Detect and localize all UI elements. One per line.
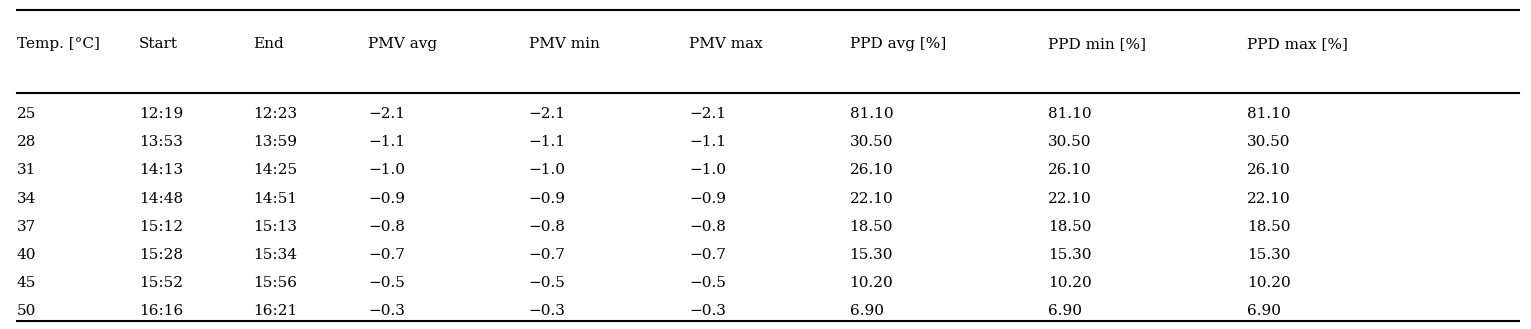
Text: 14:51: 14:51	[254, 191, 297, 206]
Text: 15:56: 15:56	[254, 276, 297, 290]
Text: −0.5: −0.5	[528, 276, 565, 290]
Text: −1.0: −1.0	[367, 163, 406, 177]
Text: 18.50: 18.50	[850, 220, 893, 234]
Text: 18.50: 18.50	[1049, 220, 1092, 234]
Text: −2.1: −2.1	[528, 107, 565, 121]
Text: 25: 25	[17, 107, 37, 121]
Text: 15.30: 15.30	[850, 248, 893, 262]
Text: 16:21: 16:21	[254, 304, 299, 318]
Text: −0.8: −0.8	[367, 220, 406, 234]
Text: −0.9: −0.9	[689, 191, 726, 206]
Text: PPD max [%]: PPD max [%]	[1246, 37, 1347, 51]
Text: Start: Start	[139, 37, 178, 51]
Text: −1.1: −1.1	[528, 135, 565, 149]
Text: −0.7: −0.7	[528, 248, 565, 262]
Text: 81.10: 81.10	[1049, 107, 1092, 121]
Text: 6.90: 6.90	[1049, 304, 1082, 318]
Text: 40: 40	[17, 248, 37, 262]
Text: 13:59: 13:59	[254, 135, 297, 149]
Text: −0.7: −0.7	[367, 248, 406, 262]
Text: 28: 28	[17, 135, 37, 149]
Text: 81.10: 81.10	[1246, 107, 1291, 121]
Text: 15:12: 15:12	[139, 220, 184, 234]
Text: 14:25: 14:25	[254, 163, 297, 177]
Text: 14:13: 14:13	[139, 163, 184, 177]
Text: 13:53: 13:53	[139, 135, 182, 149]
Text: 26.10: 26.10	[850, 163, 893, 177]
Text: 45: 45	[17, 276, 37, 290]
Text: 22.10: 22.10	[1049, 191, 1092, 206]
Text: 15:34: 15:34	[254, 248, 297, 262]
Text: −0.9: −0.9	[367, 191, 406, 206]
Text: 15:28: 15:28	[139, 248, 182, 262]
Text: 10.20: 10.20	[1049, 276, 1092, 290]
Text: −1.1: −1.1	[689, 135, 726, 149]
Text: −0.7: −0.7	[689, 248, 726, 262]
Text: −0.8: −0.8	[528, 220, 565, 234]
Text: 30.50: 30.50	[1049, 135, 1092, 149]
Text: 15:52: 15:52	[139, 276, 182, 290]
Text: PMV min: PMV min	[528, 37, 600, 51]
Text: 12:23: 12:23	[254, 107, 297, 121]
Text: −0.3: −0.3	[367, 304, 406, 318]
Text: End: End	[254, 37, 285, 51]
Text: 22.10: 22.10	[1246, 191, 1291, 206]
Text: −0.9: −0.9	[528, 191, 565, 206]
Text: 26.10: 26.10	[1049, 163, 1092, 177]
Text: 15:13: 15:13	[254, 220, 297, 234]
Text: 30.50: 30.50	[1246, 135, 1291, 149]
Text: 16:16: 16:16	[139, 304, 184, 318]
Text: 6.90: 6.90	[1246, 304, 1281, 318]
Text: −1.1: −1.1	[367, 135, 406, 149]
Text: −0.5: −0.5	[367, 276, 406, 290]
Text: −0.5: −0.5	[689, 276, 726, 290]
Text: −2.1: −2.1	[367, 107, 406, 121]
Text: −0.3: −0.3	[689, 304, 726, 318]
Text: PMV max: PMV max	[689, 37, 762, 51]
Text: 34: 34	[17, 191, 37, 206]
Text: PMV avg: PMV avg	[367, 37, 438, 51]
Text: 10.20: 10.20	[850, 276, 893, 290]
Text: 15.30: 15.30	[1246, 248, 1291, 262]
Text: 6.90: 6.90	[850, 304, 883, 318]
Text: 26.10: 26.10	[1246, 163, 1291, 177]
Text: 50: 50	[17, 304, 37, 318]
Text: −1.0: −1.0	[689, 163, 726, 177]
Text: 10.20: 10.20	[1246, 276, 1291, 290]
Text: PPD avg [%]: PPD avg [%]	[850, 37, 946, 51]
Text: 14:48: 14:48	[139, 191, 184, 206]
Text: PPD min [%]: PPD min [%]	[1049, 37, 1147, 51]
Text: −2.1: −2.1	[689, 107, 726, 121]
Text: −1.0: −1.0	[528, 163, 565, 177]
Text: −0.3: −0.3	[528, 304, 565, 318]
Text: 15.30: 15.30	[1049, 248, 1092, 262]
Text: 37: 37	[17, 220, 35, 234]
Text: 12:19: 12:19	[139, 107, 184, 121]
Text: 18.50: 18.50	[1246, 220, 1291, 234]
Text: Temp. [°C]: Temp. [°C]	[17, 37, 100, 51]
Text: 81.10: 81.10	[850, 107, 893, 121]
Text: 30.50: 30.50	[850, 135, 893, 149]
Text: −0.8: −0.8	[689, 220, 726, 234]
Text: 22.10: 22.10	[850, 191, 893, 206]
Text: 31: 31	[17, 163, 37, 177]
